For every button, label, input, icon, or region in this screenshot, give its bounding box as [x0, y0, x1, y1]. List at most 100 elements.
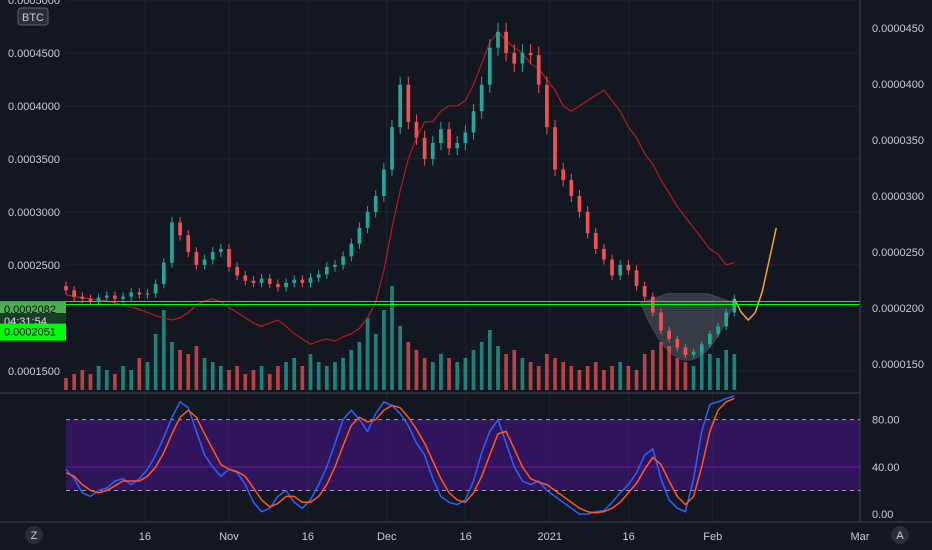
candle[interactable] — [512, 44, 517, 72]
candle[interactable] — [430, 136, 435, 166]
support-line[interactable] — [66, 301, 860, 306]
candle[interactable] — [536, 46, 541, 93]
candle[interactable] — [626, 260, 631, 275]
candle[interactable] — [96, 293, 101, 306]
candle[interactable] — [471, 103, 476, 140]
candle[interactable] — [577, 189, 582, 218]
candle[interactable] — [602, 243, 606, 265]
candle[interactable] — [186, 229, 191, 258]
candle[interactable] — [373, 189, 378, 218]
candle[interactable] — [708, 330, 712, 348]
candle-body — [284, 282, 288, 288]
candle[interactable] — [267, 274, 272, 289]
candle[interactable] — [585, 206, 590, 239]
volume-bar — [659, 342, 663, 390]
candle[interactable] — [300, 275, 305, 288]
volume-bar — [219, 366, 223, 390]
left-price-axis[interactable]: 0.0005000 0.0004500 0.0004000 0.0003500 0.00… — [8, 0, 60, 378]
auto-scale-button[interactable]: A — [891, 526, 909, 544]
candle[interactable] — [365, 206, 370, 234]
candle[interactable] — [659, 308, 663, 335]
candle[interactable] — [292, 275, 297, 288]
candle[interactable] — [104, 291, 109, 302]
candle[interactable] — [227, 243, 231, 272]
volume-bar — [561, 362, 566, 390]
candle[interactable] — [153, 279, 158, 298]
candle[interactable] — [732, 294, 737, 317]
candle[interactable] — [667, 326, 671, 343]
candle[interactable] — [243, 270, 248, 286]
time-axis[interactable]: 16 Nov 16 Dec 16 2021 16 Feb Mar — [139, 531, 870, 543]
candle[interactable] — [170, 216, 174, 268]
candle[interactable] — [235, 262, 239, 281]
candle[interactable] — [129, 288, 134, 301]
candle[interactable] — [72, 285, 76, 301]
candle[interactable] — [487, 38, 492, 93]
candle[interactable] — [210, 247, 215, 265]
candle[interactable] — [463, 125, 468, 150]
candle[interactable] — [716, 322, 720, 338]
candle[interactable] — [341, 251, 345, 270]
candle-body — [496, 31, 500, 48]
candle[interactable] — [161, 257, 166, 289]
candle[interactable] — [724, 308, 729, 330]
candle[interactable] — [618, 260, 623, 281]
candle[interactable] — [259, 274, 264, 288]
candle[interactable] — [455, 136, 460, 156]
candle[interactable] — [382, 163, 386, 203]
candle[interactable] — [113, 291, 117, 303]
candle[interactable] — [324, 262, 329, 279]
candle[interactable] — [398, 76, 403, 135]
candle-body — [308, 277, 313, 283]
candle[interactable] — [447, 122, 451, 156]
candle[interactable] — [349, 238, 354, 262]
timezone-button[interactable]: Z — [25, 526, 43, 544]
candle[interactable] — [634, 265, 639, 291]
candle[interactable] — [545, 76, 549, 135]
oscillator-axis[interactable]: 80.00 40.00 0.00 — [872, 415, 900, 521]
candle[interactable] — [390, 119, 394, 176]
candle[interactable] — [333, 260, 337, 272]
right-axis-tick: 0.0000350 — [872, 135, 924, 147]
candle[interactable] — [553, 119, 557, 176]
candle[interactable] — [610, 254, 614, 281]
candle[interactable] — [276, 279, 280, 292]
candle[interactable] — [561, 163, 566, 187]
candle[interactable] — [496, 22, 500, 57]
candle[interactable] — [528, 44, 533, 64]
candle[interactable] — [137, 288, 142, 299]
candle[interactable] — [520, 44, 525, 72]
candle[interactable] — [406, 76, 411, 130]
candle[interactable] — [691, 348, 696, 359]
candle[interactable] — [569, 173, 574, 203]
candle[interactable] — [145, 289, 150, 299]
candle[interactable] — [675, 335, 680, 351]
candle[interactable] — [88, 294, 93, 306]
volume-bar — [439, 354, 443, 390]
stochastic-oscillator[interactable] — [65, 395, 860, 515]
candle[interactable] — [251, 276, 256, 288]
candle[interactable] — [178, 216, 182, 241]
candle[interactable] — [284, 278, 288, 292]
candle[interactable] — [308, 273, 313, 288]
candle[interactable] — [316, 269, 321, 283]
candle[interactable] — [194, 247, 199, 270]
candle[interactable] — [439, 122, 443, 150]
right-price-axis[interactable]: 0.0000450 0.0000400 0.0000350 0.0000300 0.00… — [872, 23, 924, 371]
candle[interactable] — [504, 22, 508, 62]
candles[interactable] — [64, 22, 737, 359]
candle[interactable] — [64, 281, 68, 295]
candle[interactable] — [414, 114, 419, 145]
candle[interactable] — [357, 222, 362, 249]
candle[interactable] — [699, 340, 704, 355]
candle[interactable] — [422, 130, 427, 166]
volume-bar — [227, 370, 231, 390]
candle[interactable] — [202, 254, 207, 270]
candle[interactable] — [219, 243, 223, 258]
candle[interactable] — [642, 281, 647, 301]
candle[interactable] — [683, 344, 688, 359]
candle[interactable] — [479, 76, 484, 119]
symbol-label[interactable]: BTC — [17, 7, 49, 26]
candle[interactable] — [593, 227, 598, 255]
